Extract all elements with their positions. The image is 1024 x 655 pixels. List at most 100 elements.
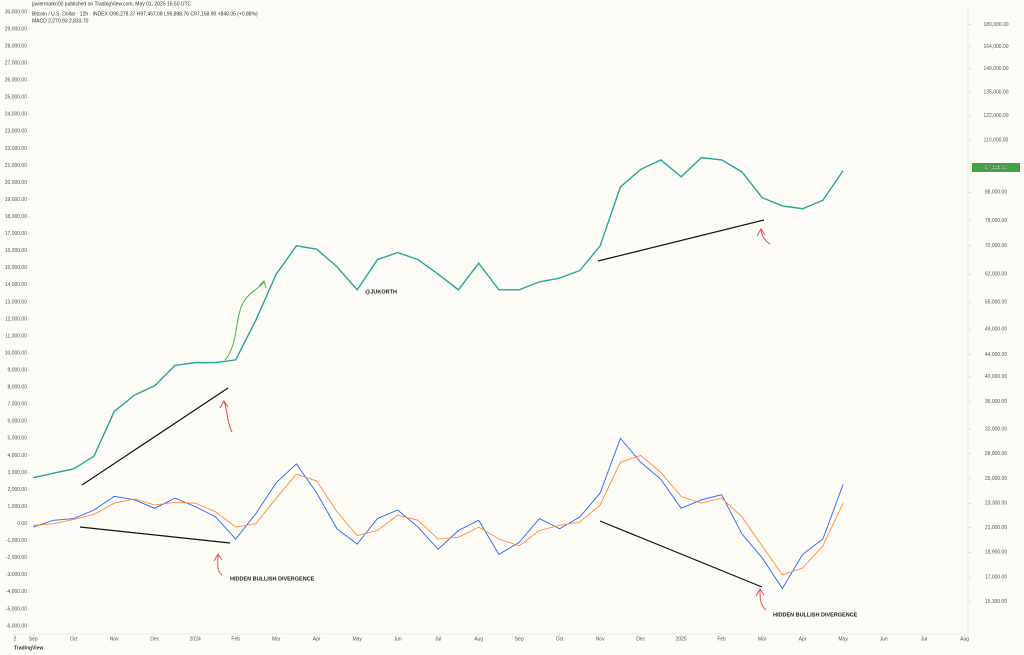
x-tick-label: Apr — [799, 636, 807, 642]
x-tick-label: Feb — [717, 636, 726, 642]
x-tick-label: Apr — [313, 636, 321, 642]
y-tick-label: 10,000.00 — [5, 350, 27, 356]
legend-macd: MACD 2,270.93 2,833.70 — [32, 18, 89, 24]
y-tick-label: 26,000.00 — [5, 78, 27, 84]
y-tick-label: 12,000.00 — [5, 316, 27, 322]
x-tick-label: Dec — [150, 636, 159, 642]
x-tick-label: Mar — [272, 636, 281, 642]
y-tick-label: -1,000.00 — [6, 538, 27, 544]
y2-tick-label: 32,000.00 — [985, 426, 1007, 432]
y2-tick-label: 70,000.00 — [985, 243, 1007, 249]
y2-tick-label: 88,000.00 — [985, 190, 1007, 196]
y2-tick-label: 17,000.00 — [985, 574, 1007, 580]
x-tick-label: Aug — [960, 636, 969, 642]
y2-tick-label: 164,000.00 — [983, 44, 1008, 50]
y-tick-label: 13,000.00 — [5, 299, 27, 305]
y-tick-label: 5,000.00 — [8, 436, 28, 442]
x-tick-label: Oct — [70, 636, 78, 642]
legend-price: Bitcoin / U.S. Dollar · 12h · INDEX O96,… — [32, 11, 258, 17]
y-tick-label: 2,000.00 — [8, 487, 28, 493]
y2-tick-label: 49,000.00 — [985, 327, 1007, 333]
x-tick-label: Dec — [636, 636, 645, 642]
x-tick-label: Sep — [29, 636, 38, 642]
series-line — [33, 156, 844, 479]
y-tick-label: 21,000.00 — [5, 163, 27, 169]
x-tick-label: Nov — [596, 636, 605, 642]
series-line — [33, 437, 844, 590]
y-tick-label: 25,000.00 — [5, 95, 27, 101]
y-tick-label: 24,000.00 — [5, 112, 27, 118]
x-tick-label: Nov — [110, 636, 119, 642]
y-tick-label: 29,000.00 — [5, 26, 27, 32]
x-tick-label: Aug — [474, 636, 483, 642]
y-tick-label: 28,000.00 — [5, 43, 27, 49]
y-tick-label: 7,000.00 — [8, 402, 28, 408]
y-tick-label: 27,000.00 — [5, 60, 27, 66]
annotation: HIDDEN BULLISH DIVERGENCE — [230, 576, 315, 582]
y-tick-label: 22,000.00 — [5, 146, 27, 152]
y2-tick-label: 55,000.00 — [985, 300, 1007, 306]
x-tick-label: Jun — [880, 636, 888, 642]
y-tick-label: 20,000.00 — [5, 180, 27, 186]
y-tick-label: 14,000.00 — [5, 282, 27, 288]
y2-tick-label: 40,000.00 — [985, 374, 1007, 380]
y-tick-label: 9,000.00 — [8, 367, 28, 373]
y2-tick-label: 78,000.00 — [985, 218, 1007, 224]
x-tick-label: May — [352, 636, 362, 642]
y-tick-label: -2,000.00 — [6, 555, 27, 561]
header: javiermarko00 published on TradingView.c… — [31, 1, 192, 7]
x-tick-label: May — [838, 636, 848, 642]
x-tick-label: Oct — [556, 636, 564, 642]
y-tick-label: 19,000.00 — [5, 197, 27, 203]
y2-tick-label: 62,000.00 — [985, 272, 1007, 278]
y-tick-label: 8,000.00 — [8, 385, 28, 391]
y-tick-label: -3,000.00 — [6, 572, 27, 578]
x-tick-label: Sep — [515, 636, 524, 642]
x-tick-label: 2025 — [676, 636, 687, 642]
y2-tick-label: 180,000.00 — [983, 22, 1008, 28]
y-tick-label: 6,000.00 — [8, 419, 28, 425]
x-tick-label: Mar — [758, 636, 767, 642]
x-tick-label: Jul — [435, 636, 441, 642]
y-tick-label: 11,000.00 — [5, 333, 27, 339]
arrows — [213, 228, 771, 611]
y-tick-label: 3,000.00 — [8, 470, 28, 476]
y-tick-label: -4,000.00 — [6, 589, 27, 595]
y2-tick-label: 28,800.00 — [985, 451, 1007, 457]
y-tick-label: 18,000.00 — [5, 214, 27, 220]
y2-tick-label: 149,000.00 — [983, 66, 1008, 72]
y-tick-label: 4,000.00 — [8, 453, 28, 459]
annotation: HIDDEN BULLISH DIVERGENCE — [773, 612, 858, 618]
price-tag — [972, 163, 1020, 172]
y2-tick-label: 23,300.00 — [985, 501, 1007, 507]
x-tick-label: Jul — [921, 636, 927, 642]
y2-tick-label: 98,000.00 — [985, 164, 1007, 170]
y2-tick-label: 44,000.00 — [985, 352, 1007, 358]
projection-arrow — [224, 280, 267, 361]
series-line — [33, 454, 844, 576]
y-tick-label: -5,000.00 — [6, 606, 27, 612]
y2-tick-label: 122,000.00 — [983, 113, 1008, 119]
footer: TradingView — [14, 645, 43, 651]
price-tag-label: 97,158.90 — [985, 165, 1007, 171]
x-tick-label: 2024 — [190, 636, 201, 642]
y-tick-label: 30,000.00 — [5, 9, 27, 15]
y-tick-label: 15,000.00 — [5, 265, 27, 271]
trendlines — [79, 219, 765, 588]
watermark: @JUKORTH — [365, 289, 397, 295]
y2-tick-label: 18,900.00 — [985, 550, 1007, 556]
x-tick-label: Feb — [231, 636, 240, 642]
y2-tick-label: 36,000.00 — [985, 399, 1007, 405]
x-tick-label: Jun — [394, 636, 402, 642]
y2-tick-label: 25,900.00 — [985, 476, 1007, 482]
x-tick-label: 2 — [14, 636, 17, 642]
y-tick-label: 23,000.00 — [5, 129, 27, 135]
y2-tick-label: 15,300.00 — [985, 599, 1007, 605]
y-tick-label: 1,000.00 — [8, 504, 28, 510]
y-tick-label: 0.00 — [17, 521, 27, 527]
y-tick-label: 16,000.00 — [5, 248, 27, 254]
y2-tick-label: 135,000.00 — [983, 89, 1008, 95]
y2-tick-label: 21,000.00 — [985, 525, 1007, 531]
